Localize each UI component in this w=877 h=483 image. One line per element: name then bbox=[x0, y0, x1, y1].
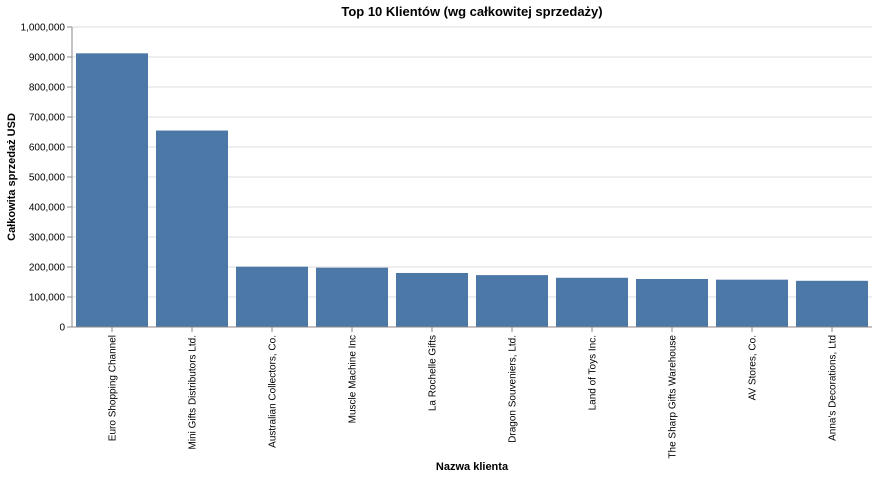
x-tick-label: Land of Toys Inc. bbox=[588, 335, 599, 410]
y-tick-label: 900,000 bbox=[29, 53, 66, 64]
x-tick-label: Dragon Souveniers, Ltd. bbox=[508, 335, 519, 443]
bar bbox=[556, 277, 628, 327]
y-axis-title: Całkowita sprzedaż USD bbox=[6, 113, 18, 241]
bar bbox=[796, 280, 868, 327]
bars bbox=[76, 53, 868, 327]
bar bbox=[636, 278, 708, 327]
x-tick-label: Anna's Decorations, Ltd bbox=[828, 335, 839, 441]
x-tick-label: Euro Shopping Channel bbox=[108, 335, 119, 441]
y-axis-ticks: 0 100,000 200,000 300,000 400,000 500,000 600,… bbox=[21, 23, 72, 334]
y-tick-label: 1,000,000 bbox=[21, 23, 66, 34]
bar bbox=[716, 279, 788, 327]
y-tick-label: 0 bbox=[59, 323, 65, 334]
bar bbox=[76, 53, 148, 327]
bar bbox=[156, 130, 228, 327]
x-tick-label: Muscle Machine Inc bbox=[348, 335, 359, 423]
y-tick-label: 500,000 bbox=[29, 173, 66, 184]
x-tick-label: Mini Gifts Distributors Ltd. bbox=[188, 335, 199, 449]
x-tick-label: Australian Collectors, Co. bbox=[268, 335, 279, 448]
y-tick-label: 600,000 bbox=[29, 143, 66, 154]
x-tick-label: The Sharp Gifts Warehouse bbox=[668, 335, 679, 459]
bar bbox=[476, 275, 548, 327]
bar bbox=[396, 272, 468, 327]
x-axis-title: Nazwa klienta bbox=[436, 461, 509, 473]
bar bbox=[236, 266, 308, 327]
x-tick-label: AV Stores, Co. bbox=[748, 335, 759, 400]
y-tick-label: 200,000 bbox=[29, 263, 66, 274]
y-tick-label: 300,000 bbox=[29, 233, 66, 244]
x-tick-label: La Rochelle Gifts bbox=[428, 335, 439, 411]
y-tick-label: 400,000 bbox=[29, 203, 66, 214]
y-tick-label: 100,000 bbox=[29, 293, 66, 304]
chart-title: Top 10 Klientów (wg całkowitej sprzedaży… bbox=[341, 4, 602, 19]
bar bbox=[316, 267, 388, 327]
x-axis-ticks: Euro Shopping Channel Mini Gifts Distribu… bbox=[108, 327, 839, 459]
y-tick-label: 700,000 bbox=[29, 113, 66, 124]
y-tick-label: 800,000 bbox=[29, 83, 66, 94]
